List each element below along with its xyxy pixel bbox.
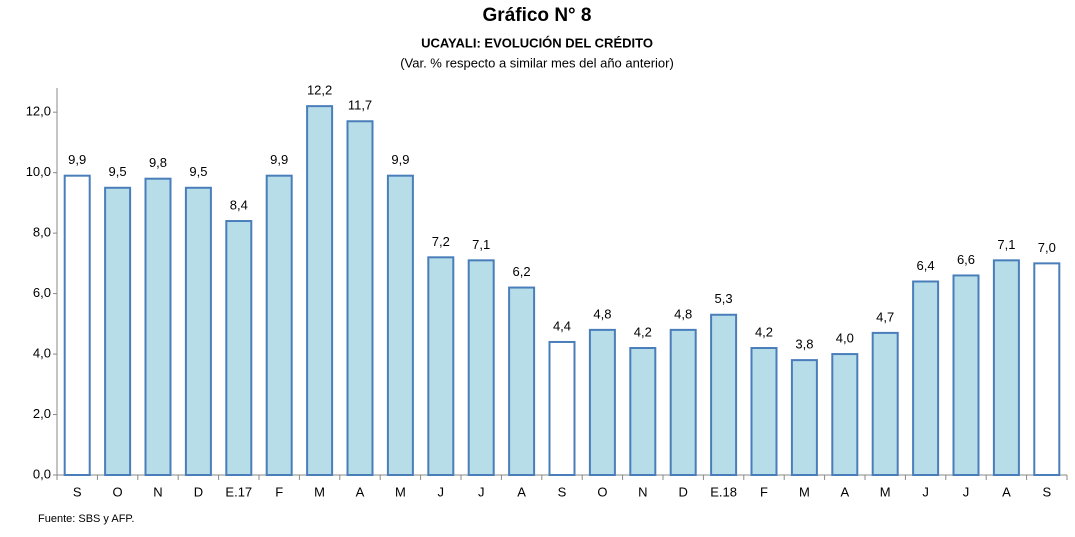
x-tick-label: M (799, 484, 810, 499)
value-label: 9,9 (270, 152, 288, 167)
x-tick-label: S (73, 484, 82, 499)
value-label: 4,0 (836, 331, 854, 346)
bar (346, 120, 374, 476)
x-tick-label: J (922, 484, 929, 499)
x-tick-label: A (356, 484, 365, 499)
x-tick-label: A (1002, 484, 1011, 499)
chart-title: Gráfico N° 8 (483, 5, 592, 26)
value-label: 12,2 (307, 83, 332, 98)
value-label: 9,5 (189, 164, 207, 179)
value-label: 4,2 (755, 324, 773, 339)
value-label: 7,1 (472, 237, 490, 252)
value-label: 4,2 (634, 324, 652, 339)
x-tick-label: N (153, 484, 162, 499)
bar (912, 280, 940, 476)
bar (104, 186, 132, 476)
value-label: 9,9 (68, 152, 86, 167)
x-tick-label: M (880, 484, 891, 499)
value-label: 11,7 (348, 98, 372, 113)
x-tick-label: J (478, 484, 485, 499)
bar (306, 105, 334, 476)
bar (750, 347, 778, 476)
bar (386, 174, 414, 476)
x-tick-label: S (558, 484, 567, 499)
bar (144, 177, 172, 476)
bar (427, 256, 455, 476)
y-tick-label: 6,0 (33, 285, 51, 300)
y-tick-label: 8,0 (33, 225, 51, 240)
bar (710, 313, 738, 476)
bar (1033, 262, 1061, 476)
bar (548, 340, 576, 476)
y-tick-label: 12,0 (26, 104, 51, 119)
bar (831, 353, 859, 476)
x-tick-label: D (679, 484, 688, 499)
value-label: 4,8 (593, 306, 611, 321)
bar (629, 347, 657, 476)
bar (184, 186, 212, 476)
bar (871, 331, 899, 476)
chart-subtitle: UCAYALI: EVOLUCIÓN DEL CRÉDITO (421, 35, 653, 50)
value-label: 6,4 (917, 258, 935, 273)
x-tick-label: F (760, 484, 768, 499)
chart-note: (Var. % respecto a similar mes del año a… (400, 55, 674, 70)
value-label: 7,0 (1038, 240, 1056, 255)
value-label: 4,8 (674, 306, 692, 321)
value-label: 6,6 (957, 252, 975, 267)
bar (225, 220, 253, 476)
bar (992, 259, 1020, 476)
x-tick-label: F (275, 484, 283, 499)
x-tick-label: A (840, 484, 849, 499)
y-tick-label: 0,0 (33, 466, 51, 481)
x-tick-label: N (638, 484, 647, 499)
x-tick-label: M (395, 484, 406, 499)
y-tick-label: 10,0 (26, 164, 51, 179)
bar (63, 174, 91, 476)
y-tick-label: 4,0 (33, 346, 51, 361)
value-label: 7,2 (432, 234, 450, 249)
bar (588, 328, 616, 476)
bar (467, 259, 495, 476)
bar (790, 359, 818, 476)
x-tick-label: S (1042, 484, 1051, 499)
bar (669, 328, 697, 476)
value-label: 9,9 (391, 152, 409, 167)
value-label: 9,5 (109, 164, 127, 179)
value-label: 6,2 (513, 264, 531, 279)
value-label: 4,4 (553, 318, 571, 333)
x-tick-label: M (314, 484, 325, 499)
value-label: 8,4 (230, 197, 248, 212)
source-note: Fuente: SBS y AFP. (38, 513, 134, 525)
bar (265, 174, 293, 476)
x-tick-label: J (963, 484, 970, 499)
bar (508, 286, 536, 476)
value-label: 5,3 (715, 291, 733, 306)
value-label: 3,8 (795, 337, 813, 352)
value-label: 4,7 (876, 309, 894, 324)
x-tick-label: J (438, 484, 445, 499)
x-tick-label: A (517, 484, 526, 499)
x-tick-label: D (194, 484, 203, 499)
value-label: 7,1 (997, 237, 1015, 252)
y-tick-label: 2,0 (33, 406, 51, 421)
x-tick-label: O (597, 484, 607, 499)
value-label: 9,8 (149, 155, 167, 170)
bar (952, 274, 980, 476)
x-tick-label: E.17 (225, 484, 252, 499)
x-tick-label: E.18 (710, 484, 737, 499)
x-tick-label: O (113, 484, 123, 499)
